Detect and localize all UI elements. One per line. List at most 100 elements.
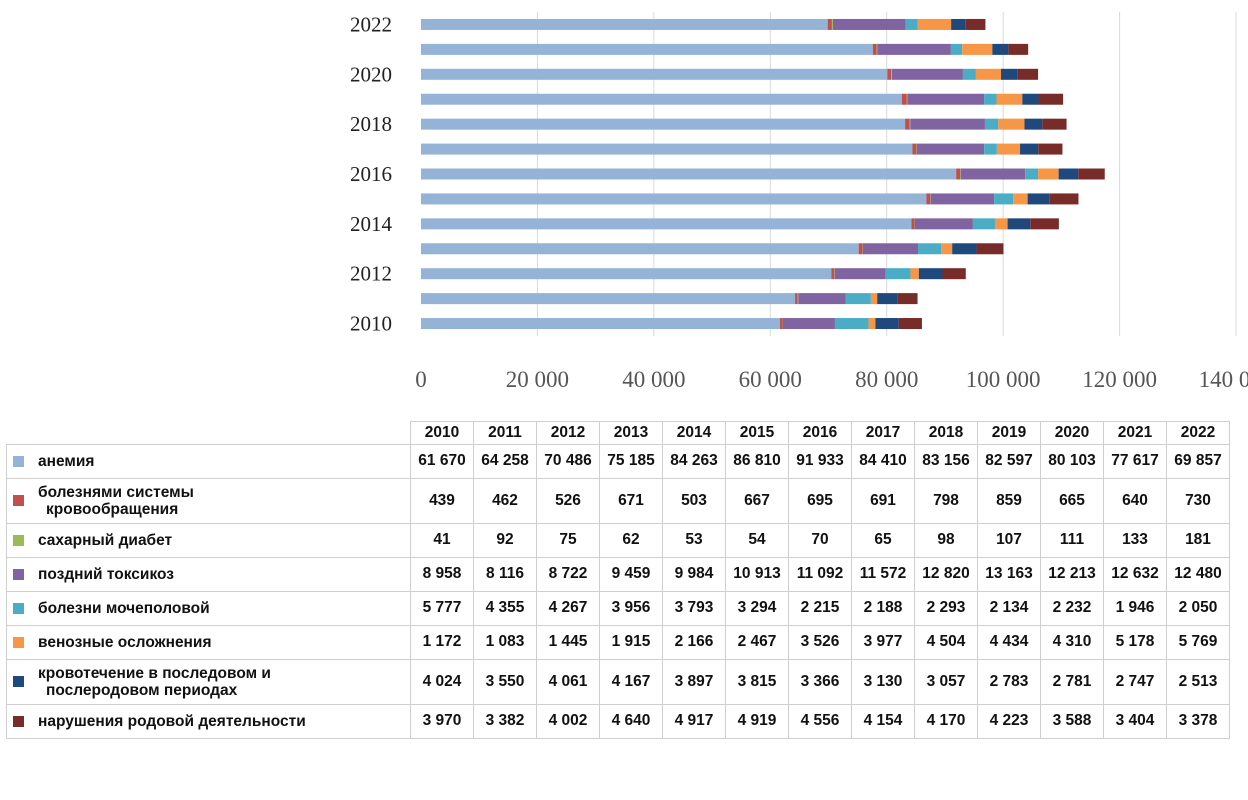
table-cell: 3 588 [1040,703,1104,739]
bar-segment [421,118,906,130]
series-name: кровотечение в последовом и послеродовом … [38,664,271,699]
series-name: болезнями системы кровообращения [38,483,194,518]
table-cell: 91 933 [788,443,852,479]
table-cell: 70 486 [536,443,600,479]
y-tick-label: 2018 [350,112,392,136]
legend-swatch [13,715,24,727]
table-cell: 41 [410,522,474,558]
bar-segment [930,193,931,205]
table-cell: 4 167 [599,658,663,705]
bar-segment [862,243,864,255]
table-cell: 2 783 [977,658,1041,705]
table-cell: 111 [1040,522,1104,558]
bar-segment [891,68,963,80]
table-cell: 859 [977,477,1041,524]
bar-segment [421,293,796,305]
table-cell: 8 116 [473,556,537,592]
table-cell: 4 223 [977,703,1041,739]
table-cell: 69 857 [1166,443,1230,479]
bar-segment [877,43,951,55]
bar-segment [905,18,918,30]
bar-segment [421,218,912,230]
table-cell: 691 [851,477,915,524]
bar-segment [421,93,902,105]
table-cell: 12 632 [1103,556,1167,592]
table-cell: 3 382 [473,703,537,739]
bar-segment [421,43,873,55]
bar-segment [962,43,993,55]
y-tick-label: 2016 [350,162,392,186]
bar-segment [421,18,828,30]
bar-segment [984,93,997,105]
bar-segment [421,68,888,80]
table-cell: 2 188 [851,590,915,626]
table-cell: 3 057 [914,658,978,705]
bar-segment [1078,168,1105,180]
bar-segment [907,93,985,105]
table-year-header: 2012 [536,421,600,445]
bar-segment [976,243,1004,255]
table-cell: 3 294 [725,590,789,626]
x-tick-label: 0 [415,367,427,392]
bar-segment [1038,93,1064,105]
bar-segment [998,118,1025,130]
bar-segment [831,268,835,280]
series-label: кровотечение в последовом и послеродовом … [6,658,411,705]
bar-segment [1049,193,1079,205]
bar-segment [984,118,999,130]
table-cell: 10 913 [725,556,789,592]
table-cell: 526 [536,477,600,524]
table-cell: 667 [725,477,789,524]
table-cell: 3 793 [662,590,726,626]
series-label: сахарный диабет [6,522,411,558]
legend-swatch [13,455,24,467]
table-cell: 3 977 [851,624,915,660]
bar-segment [1001,68,1018,80]
table-cell: 62 [599,522,663,558]
series-name: анемия [38,452,95,470]
series-label: венозные осложнения [6,624,411,660]
table-cell: 11 092 [788,556,852,592]
bar-segment [421,193,927,205]
x-tick-label: 80 000 [855,367,918,392]
table-cell: 12 820 [914,556,978,592]
table-row: кровотечение в последовом и послеродовом … [6,658,1230,705]
legend-swatch [13,676,24,687]
table-year-header: 2013 [599,421,663,445]
x-tick-label: 40 000 [622,367,685,392]
table-cell: 503 [662,477,726,524]
table-cell: 3 815 [725,658,789,705]
bar-segment [956,168,961,180]
bar-segment [421,243,859,255]
series-name: поздний токсикоз [38,565,174,583]
table-cell: 75 [536,522,600,558]
table-cell: 92 [473,522,537,558]
bar-segment [942,268,966,280]
table-cell: 665 [1040,477,1104,524]
table-year-header: 2021 [1103,421,1167,445]
table-cell: 8 722 [536,556,600,592]
table-cell: 1 915 [599,624,663,660]
table-cell: 3 526 [788,624,852,660]
table-cell: 3 956 [599,590,663,626]
bar-segment [875,318,899,330]
table-cell: 2 293 [914,590,978,626]
series-name: венозные осложнения [38,633,212,651]
legend-swatch [13,602,24,614]
table-cell: 3 130 [851,658,915,705]
table-cell: 798 [914,477,978,524]
bar-segment [984,143,997,155]
bar-segment [782,318,835,330]
bar-segment [962,68,976,80]
bar-segment [834,268,886,280]
table-cell: 65 [851,522,915,558]
bar-segment [951,18,966,30]
series-name: сахарный диабет [38,531,173,549]
bar-segment [421,318,781,330]
bar-segment [870,293,878,305]
bar-segment [1027,193,1050,205]
table-cell: 5 769 [1166,624,1230,660]
table-cell: 80 103 [1040,443,1104,479]
table-year-header: 2020 [1040,421,1104,445]
bar-segment [996,93,1023,105]
